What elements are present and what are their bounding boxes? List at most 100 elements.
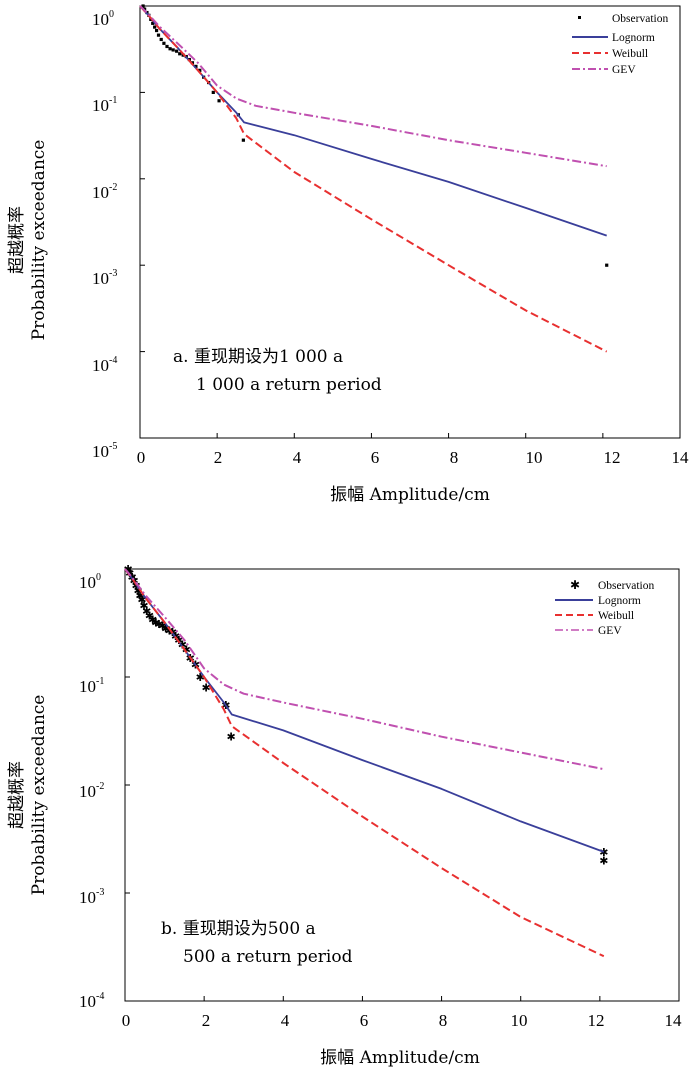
panel-a-observation-point xyxy=(154,28,159,33)
panel-b-observation-point: ✱ xyxy=(182,643,191,656)
panel-a-observation-point xyxy=(217,99,221,103)
panel-b-x-tick-label: 6 xyxy=(360,1011,369,1030)
panel-b-x-tick-label: 8 xyxy=(439,1011,448,1030)
panel-a-x-tick-label: 2 xyxy=(214,448,223,467)
panel-a-y-tick-labels: 100 10-1 10-2 10-3 10-4 10-5 xyxy=(92,9,117,461)
panel-a-legend-gev-label: GEV xyxy=(612,64,636,76)
panel-b-y-tick-label: 10-4 xyxy=(79,991,104,1011)
panel-b-observation-point: ✱ xyxy=(196,671,205,684)
panel-b-observation-point: ✱ xyxy=(599,846,608,859)
panel-b-legend-gev-label: GEV xyxy=(598,625,622,637)
panel-a-series-weibull-line xyxy=(139,5,608,353)
panel-a-observation-point xyxy=(141,4,145,8)
panel-a-annotation-cn: a. 重现期设为1 000 a xyxy=(173,347,343,367)
panel-b-x-axis-label: 振幅 Amplitude/cm xyxy=(320,1048,480,1068)
panel-b-series-weibull-line xyxy=(124,568,605,958)
panel-a-observation-point xyxy=(151,21,155,25)
panel-b-observation-point: ✱ xyxy=(154,618,163,631)
panel-b-x-tick-label: 0 xyxy=(122,1011,131,1030)
panel-b-annotation-cn: b. 重现期设为500 a xyxy=(161,919,316,939)
panel-a-observation-point xyxy=(175,49,179,53)
panel-a-observation-point xyxy=(198,68,202,72)
panel-b-series-lognorm-line xyxy=(124,568,605,853)
panel-b-data-marks: ✱✱✱✱✱✱✱✱✱✱✱✱✱✱✱✱✱✱✱✱✱✱✱✱✱✱✱✱✱✱ xyxy=(124,563,680,1002)
panel-a-legend: Observation Lognorm Weibull GEV xyxy=(572,13,668,76)
panel-a-observation-point xyxy=(165,44,169,49)
panel-b-x-tick-label: 14 xyxy=(665,1011,683,1030)
panel-b-observation-point: ✱ xyxy=(161,623,170,636)
panel-b-legend-weibull-label: Weibull xyxy=(598,610,634,622)
panel-b-observation-point: ✱ xyxy=(145,610,154,623)
panel-a-observation-point xyxy=(153,25,157,29)
panel-b-observation-point: ✱ xyxy=(202,681,211,694)
panel-a: 0 2 4 6 8 10 12 14 100 10-1 10-2 10-3 10… xyxy=(7,4,689,505)
panel-a-observation-point xyxy=(168,47,172,51)
panel-b-observation-point: ✱ xyxy=(133,585,142,598)
panel-b-legend: ✱ Observation Lognorm Weibull GEV xyxy=(555,578,654,637)
panel-a-y-axis-label-en: Probability exceedance xyxy=(29,140,49,341)
panel-b-y-tick-label: 10-2 xyxy=(79,781,104,801)
panel-b-legend-observation-label: Observation xyxy=(598,580,654,592)
panel-b-x-tick-label: 4 xyxy=(281,1011,290,1030)
panel-b-observation-point: ✱ xyxy=(148,614,157,627)
panel-a-observation-point xyxy=(211,90,215,94)
panel-b: 0 2 4 6 8 10 12 14 100 10-1 10-2 10-3 10… xyxy=(7,563,682,1068)
panel-b-y-axis-label-cn: 超越概率 xyxy=(7,761,27,829)
panel-a-y-tick-label: 10-5 xyxy=(92,441,117,461)
panel-b-legend-observation-marker: ✱ xyxy=(570,578,580,592)
panel-b-observation-point: ✱ xyxy=(139,599,148,612)
panel-a-x-tick-label: 14 xyxy=(672,448,690,467)
panel-a-legend-lognorm-label: Lognorm xyxy=(612,32,655,44)
panel-a-x-tick-label: 8 xyxy=(450,448,459,467)
panel-b-y-tick-labels: 100 10-1 10-2 10-3 10-4 xyxy=(79,572,104,1011)
panel-b-y-tick-label: 100 xyxy=(79,572,101,592)
panel-b-observation-point: ✱ xyxy=(151,616,160,629)
panel-b-observation-point: ✱ xyxy=(137,594,146,607)
panel-b-legend-lognorm-label: Lognorm xyxy=(598,595,641,607)
panel-a-x-tick-label: 0 xyxy=(137,448,146,467)
panel-a-annotation-en: 1 000 a return period xyxy=(196,375,382,395)
panel-b-observation-point: ✱ xyxy=(135,589,144,602)
panel-a-legend-observation-marker xyxy=(578,16,581,19)
panel-a-x-tick-label: 10 xyxy=(526,448,543,467)
panel-a-x-tick-label: 6 xyxy=(371,448,380,467)
panel-a-data-marks xyxy=(139,4,681,439)
panel-b-observation-point: ✱ xyxy=(226,731,235,744)
panel-b-y-tick-label: 10-1 xyxy=(79,676,104,696)
panel-a-observation-point xyxy=(171,48,175,52)
panel-a-y-tick-label: 10-4 xyxy=(92,355,117,375)
panel-b-observation-point: ✱ xyxy=(178,638,187,651)
panel-a-y-tick-label: 100 xyxy=(92,9,114,29)
panel-a-observation-point xyxy=(162,41,166,45)
panel-a-observation-point xyxy=(194,64,198,68)
panel-b-x-tick-label: 12 xyxy=(588,1011,605,1030)
panel-a-observation-point xyxy=(241,138,245,142)
panel-a-observation-point xyxy=(178,52,182,56)
panel-a-x-tick-label: 12 xyxy=(604,448,621,467)
panel-a-observation-point xyxy=(605,263,609,267)
panel-a-y-tick-label: 10-2 xyxy=(92,182,117,202)
panel-a-series-gev-line xyxy=(139,5,607,168)
panel-a-observation-point xyxy=(159,37,163,42)
panel-a-x-tick-label: 4 xyxy=(293,448,302,467)
panel-b-observation-point: ✱ xyxy=(158,619,167,632)
panel-b-annotation-en: 500 a return period xyxy=(183,947,353,967)
panel-a-x-tick-labels: 0 2 4 6 8 10 12 14 xyxy=(137,448,689,467)
panel-b-observation-point: ✱ xyxy=(165,624,174,637)
panel-a-legend-weibull-label: Weibull xyxy=(612,48,648,60)
panel-b-y-tick-label: 10-3 xyxy=(79,887,104,907)
panel-a-y-axis-label-cn: 超越概率 xyxy=(7,206,27,274)
panel-b-observation-point: ✱ xyxy=(599,854,608,867)
panel-b-observation-point: ✱ xyxy=(142,605,151,618)
panel-a-series-lognorm-line xyxy=(139,5,607,237)
panel-b-observation-point: ✱ xyxy=(124,563,133,576)
panel-a-plot-frame xyxy=(139,5,681,439)
panel-a-x-axis-label: 振幅 Amplitude/cm xyxy=(330,485,490,505)
panel-b-x-tick-label: 2 xyxy=(202,1011,211,1030)
panel-b-x-tick-labels: 0 2 4 6 8 10 12 14 xyxy=(122,1011,682,1030)
panel-b-observation-point: ✱ xyxy=(131,580,140,593)
panel-a-y-tick-label: 10-3 xyxy=(92,268,117,288)
panel-b-y-axis-label-en: Probability exceedance xyxy=(29,695,49,896)
panel-a-observation-point xyxy=(156,33,161,37)
